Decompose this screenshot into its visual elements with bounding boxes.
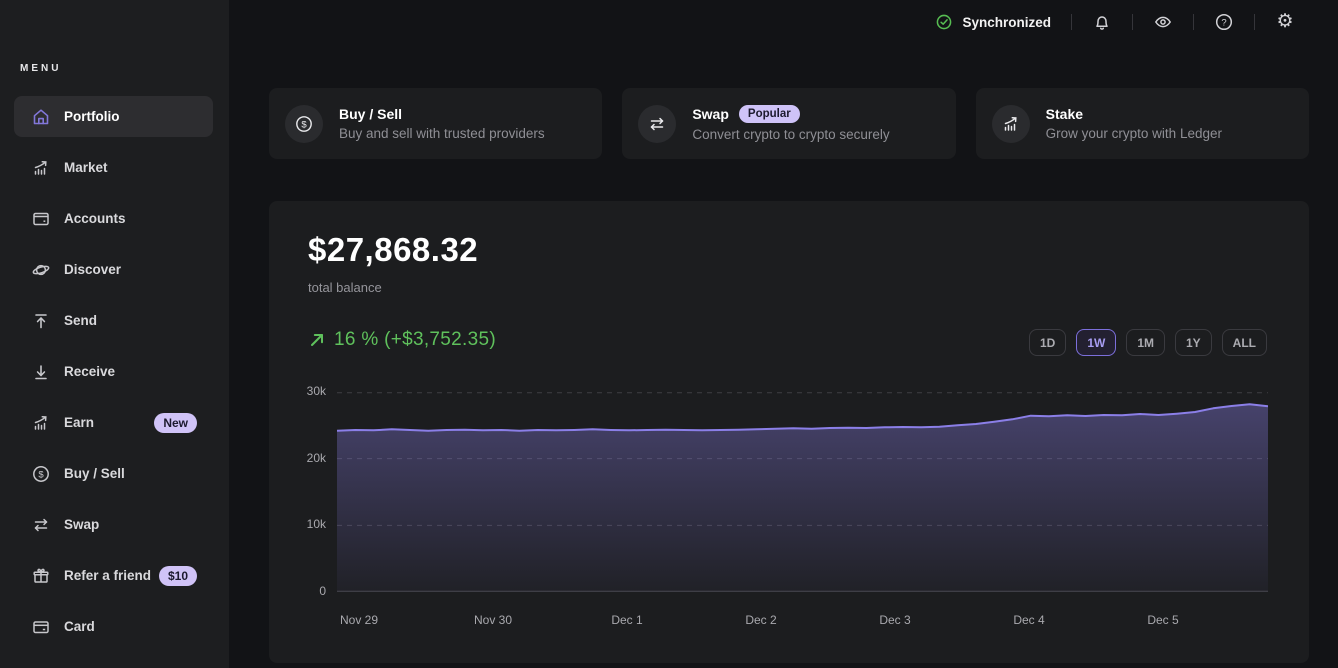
sidebar: MENU Portfolio Market Accounts Discover xyxy=(0,0,229,668)
chart-y-axis: 30k20k10k0 xyxy=(269,392,326,592)
sidebar-item-label: Refer a friend xyxy=(64,568,151,583)
quick-actions: $ Buy / Sell Buy and sell with trusted p… xyxy=(269,88,1309,159)
wallet-icon xyxy=(31,209,51,229)
range-button-1d[interactable]: 1D xyxy=(1029,329,1066,356)
sidebar-item-refer[interactable]: Refer a friend $10 xyxy=(14,555,213,596)
menu-section-label: MENU xyxy=(20,63,61,74)
svg-text:$: $ xyxy=(301,119,307,130)
sync-status[interactable]: Synchronized xyxy=(935,13,1051,31)
sidebar-item-partial[interactable] xyxy=(14,657,213,668)
sidebar-item-accounts[interactable]: Accounts xyxy=(14,198,213,239)
x-tick-label: Dec 2 xyxy=(745,613,776,627)
divider xyxy=(1071,14,1072,30)
dollar-circle-icon: $ xyxy=(31,464,51,484)
sidebar-item-label: Card xyxy=(64,619,95,634)
credit-card-icon xyxy=(31,617,51,637)
card-subtitle: Convert crypto to crypto securely xyxy=(692,127,889,142)
balance-delta: 16 % (+$3,752.35) xyxy=(308,329,496,351)
bell-icon[interactable] xyxy=(1092,12,1112,32)
gift-icon xyxy=(31,566,51,586)
sidebar-item-send[interactable]: Send xyxy=(14,300,213,341)
planet-icon xyxy=(31,260,51,280)
stake-card[interactable]: Stake Grow your crypto with Ledger xyxy=(976,88,1309,159)
card-title: Buy / Sell xyxy=(339,106,402,122)
growth-chart-icon xyxy=(31,413,51,433)
range-button-all[interactable]: ALL xyxy=(1222,329,1267,356)
x-tick-label: Nov 30 xyxy=(474,613,512,627)
sidebar-item-label: Earn xyxy=(64,415,94,430)
sidebar-item-portfolio[interactable]: Portfolio xyxy=(14,96,213,137)
swap-card[interactable]: Swap Popular Convert crypto to crypto se… xyxy=(622,88,955,159)
sidebar-item-label: Buy / Sell xyxy=(64,466,125,481)
svg-text:$: $ xyxy=(38,469,44,480)
sidebar-item-receive[interactable]: Receive xyxy=(14,351,213,392)
sidebar-item-discover[interactable]: Discover xyxy=(14,249,213,290)
popular-badge: Popular xyxy=(739,105,800,123)
svg-text:?: ? xyxy=(1221,18,1226,29)
swap-arrows-icon xyxy=(31,515,51,535)
y-tick-label: 20k xyxy=(307,451,326,465)
card-title: Swap xyxy=(692,106,729,122)
portfolio-card: $27,868.32 total balance 16 % (+$3,752.3… xyxy=(269,201,1309,663)
y-tick-label: 0 xyxy=(319,584,326,598)
home-icon xyxy=(31,107,51,127)
market-chart-icon xyxy=(31,158,51,178)
x-tick-label: Nov 29 xyxy=(340,613,378,627)
receive-arrow-down-icon xyxy=(31,362,51,382)
dollar-circle-icon: $ xyxy=(285,105,323,143)
app-root: { "header": { "sync_label": "Synchronize… xyxy=(0,0,1338,668)
balance-delta-text: 16 % (+$3,752.35) xyxy=(334,329,496,351)
trend-up-arrow-icon xyxy=(308,331,326,349)
sidebar-item-label: Discover xyxy=(64,262,121,277)
total-balance-value: $27,868.32 xyxy=(308,231,478,269)
divider xyxy=(1132,14,1133,30)
new-badge: New xyxy=(154,413,197,433)
card-title: Stake xyxy=(1046,106,1083,122)
card-subtitle: Buy and sell with trusted providers xyxy=(339,126,545,141)
sidebar-item-market[interactable]: Market xyxy=(14,147,213,188)
buy-sell-card[interactable]: $ Buy / Sell Buy and sell with trusted p… xyxy=(269,88,602,159)
growth-chart-icon xyxy=(992,105,1030,143)
total-balance-caption: total balance xyxy=(308,280,382,295)
range-button-1m[interactable]: 1M xyxy=(1126,329,1165,356)
x-tick-label: Dec 4 xyxy=(1013,613,1044,627)
help-icon[interactable]: ? xyxy=(1214,12,1234,32)
sidebar-item-label: Swap xyxy=(64,517,99,532)
sync-status-label: Synchronized xyxy=(962,15,1051,30)
y-tick-label: 10k xyxy=(307,517,326,531)
divider xyxy=(1254,14,1255,30)
sidebar-list: Portfolio Market Accounts Discover Send xyxy=(14,96,213,668)
x-tick-label: Dec 5 xyxy=(1147,613,1178,627)
eye-icon[interactable] xyxy=(1153,12,1173,32)
gear-icon[interactable]: ⚙ xyxy=(1275,12,1295,32)
chart-x-axis: Nov 29 Nov 30 Dec 1 Dec 2 Dec 3 Dec 4 Dec 5 xyxy=(337,613,1268,629)
refer-reward-badge: $10 xyxy=(159,566,197,586)
time-range-selector: 1D 1W 1M 1Y ALL xyxy=(1029,329,1267,356)
divider xyxy=(1193,14,1194,30)
sidebar-item-card[interactable]: Card xyxy=(14,606,213,647)
chart-area-fill xyxy=(337,404,1268,592)
x-tick-label: Dec 3 xyxy=(879,613,910,627)
send-arrow-up-icon xyxy=(31,311,51,331)
topbar: Synchronized ? ⚙ xyxy=(229,0,1338,44)
sidebar-item-label: Accounts xyxy=(64,211,126,226)
card-subtitle: Grow your crypto with Ledger xyxy=(1046,126,1222,141)
x-tick-label: Dec 1 xyxy=(611,613,642,627)
sidebar-item-swap[interactable]: Swap xyxy=(14,504,213,545)
balance-area-chart[interactable] xyxy=(337,392,1268,592)
sidebar-item-label: Market xyxy=(64,160,108,175)
sidebar-item-earn[interactable]: Earn New xyxy=(14,402,213,443)
check-circle-icon xyxy=(935,13,953,31)
range-button-1y[interactable]: 1Y xyxy=(1175,329,1212,356)
y-tick-label: 30k xyxy=(307,384,326,398)
range-button-1w[interactable]: 1W xyxy=(1076,329,1116,356)
sidebar-item-label: Send xyxy=(64,313,97,328)
sidebar-item-label: Portfolio xyxy=(64,109,120,124)
sidebar-item-buy-sell[interactable]: $ Buy / Sell xyxy=(14,453,213,494)
sidebar-item-label: Receive xyxy=(64,364,115,379)
swap-arrows-icon xyxy=(638,105,676,143)
